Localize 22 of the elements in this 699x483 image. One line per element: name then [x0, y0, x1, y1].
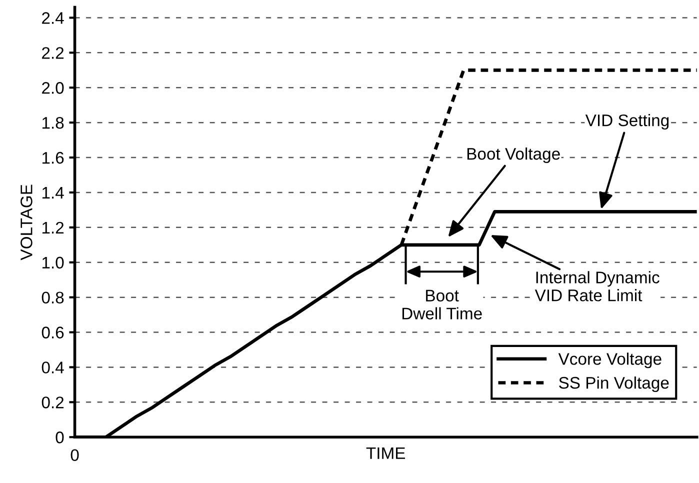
legend-label: Vcore Voltage	[558, 352, 662, 368]
y-tick-label: 2.4	[42, 12, 64, 24]
annotation: VID Setting	[585, 114, 669, 130]
y-tick-label: 1.2	[42, 222, 64, 234]
y-tick-label: 2.0	[42, 82, 64, 94]
annotation: Boot Voltage	[467, 148, 560, 164]
y-tick-label: 0	[56, 432, 64, 444]
y-tick-label: 1.8	[42, 116, 64, 129]
y-axis-title: VOLTAGE	[20, 184, 32, 260]
y-tick-label: 1.0	[42, 256, 64, 269]
y-tick-label: 0.4	[42, 362, 64, 374]
y-tick-label: 1.4	[42, 187, 64, 199]
y-tick-label: 2.2	[42, 47, 64, 59]
legend-label: SS Pin Voltage	[559, 376, 669, 392]
annotation: Internal Dynamic VID Rate Limit	[534, 271, 660, 302]
y-tick-label: 0.2	[42, 396, 64, 408]
text: 0	[70, 449, 79, 462]
x-axis-title: TIME	[366, 447, 406, 459]
y-tick-label: 1.6	[42, 152, 64, 164]
y-tick-label: 0.8	[42, 292, 64, 304]
y-tick-label: 0.6	[42, 326, 64, 338]
annotation: Boot Dwell Time	[402, 290, 482, 320]
